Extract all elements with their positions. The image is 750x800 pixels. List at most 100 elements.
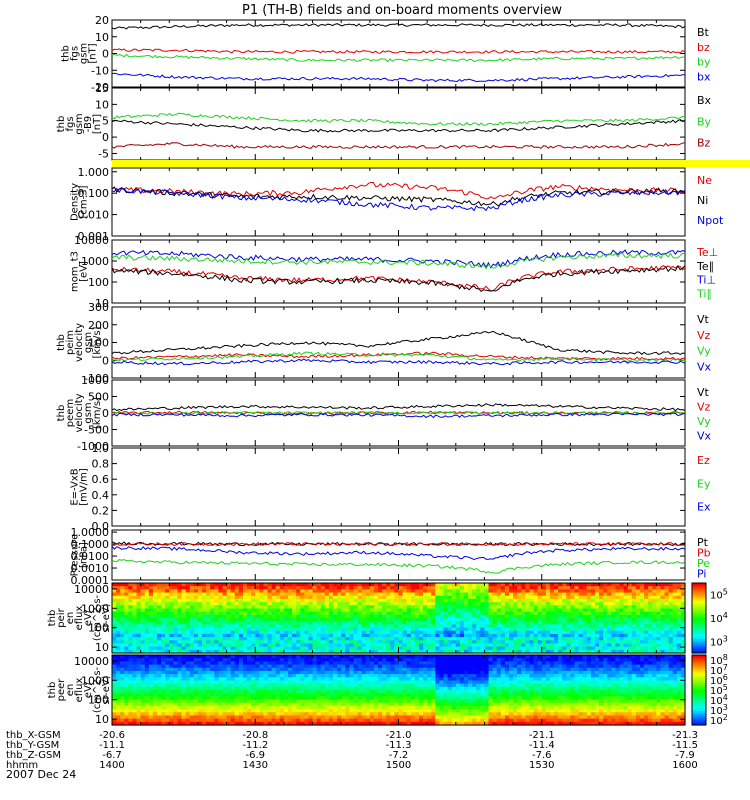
spectrogram-cell — [116, 595, 121, 600]
spectrogram-cell — [116, 699, 121, 704]
spectrogram-cell — [320, 683, 326, 688]
spectrogram-cell — [279, 627, 285, 632]
spectrogram-cell — [599, 646, 604, 651]
spectrogram-cell — [611, 633, 617, 638]
spectrogram-cell — [140, 586, 146, 590]
spectrogram-cell — [562, 624, 567, 629]
spectrogram-cell — [267, 649, 273, 654]
spectrogram-cell — [500, 640, 506, 645]
spectrogram-cell — [140, 605, 146, 610]
spectrogram-cell — [161, 630, 166, 635]
spectrogram-cell — [349, 586, 355, 590]
spectrogram-cell — [161, 608, 166, 613]
spectrogram-cell — [631, 630, 637, 635]
spectrogram-cell — [345, 605, 350, 610]
spectrogram-cell — [148, 677, 154, 682]
spectrogram-cell — [177, 627, 183, 632]
spectrogram-cell — [165, 598, 170, 603]
spectrogram-cell — [222, 598, 228, 603]
spectrogram-cell — [140, 589, 146, 594]
spectrogram-cell — [177, 696, 183, 701]
spectrogram-cell — [226, 667, 232, 672]
spectrogram-cell — [582, 583, 588, 587]
spectrogram-cell — [582, 595, 588, 600]
spectrogram-cell — [255, 646, 260, 651]
spectrogram-cell — [386, 630, 391, 635]
spectrogram-cell — [382, 621, 387, 625]
spectrogram-cell — [451, 618, 457, 622]
spectrogram-cell — [242, 709, 248, 713]
spectrogram-cell — [189, 702, 195, 707]
spectrogram-cell — [177, 693, 183, 697]
spectrogram-cell — [386, 598, 391, 603]
spectrogram-cell — [247, 643, 252, 648]
spectrogram-cell — [660, 595, 666, 600]
spectrogram-cell — [631, 618, 637, 622]
spectrogram-cell — [226, 633, 232, 638]
spectrogram-cell — [644, 611, 649, 616]
spectrogram-cell — [599, 589, 604, 594]
spectrogram-cell — [635, 646, 641, 651]
spectrogram-cell — [504, 624, 510, 629]
spectrogram-cell — [152, 686, 158, 691]
spectrogram-cell — [533, 583, 539, 587]
y-axis-label-line: en — [65, 612, 76, 625]
spectrogram-cell — [627, 637, 633, 641]
spectrogram-cell — [328, 674, 334, 678]
spectrogram-cell — [459, 583, 465, 587]
colorbar-segment — [692, 622, 706, 626]
spectrogram-cell — [287, 602, 293, 606]
spectrogram-cell — [672, 633, 678, 638]
spectrogram-cell — [537, 640, 543, 645]
spectrogram-cell — [390, 627, 396, 632]
spectrogram-cell — [627, 640, 633, 645]
spectrogram-cell — [562, 602, 567, 606]
spectrogram-cell — [648, 605, 653, 610]
spectrogram-cell — [283, 643, 289, 648]
spectrogram-cell — [660, 646, 666, 651]
spectrogram-cell — [341, 690, 346, 694]
spectrogram-cell — [148, 658, 154, 662]
spectrogram-cell — [292, 649, 297, 654]
spectrogram-cell — [414, 608, 420, 613]
spectrogram-cell — [275, 627, 281, 632]
spectrogram-cell — [562, 583, 567, 587]
spectrogram-cell — [255, 686, 260, 691]
spectrogram-cell — [594, 605, 600, 610]
spectrogram-cell — [157, 637, 162, 641]
spectrogram-cell — [357, 608, 363, 613]
spectrogram-cell — [144, 696, 150, 701]
spectrogram-cell — [230, 602, 236, 606]
spectrogram-cell — [545, 627, 551, 632]
spectrogram-cell — [603, 605, 608, 610]
spectrogram-cell — [463, 589, 469, 594]
spectrogram-cell — [586, 611, 592, 616]
spectrogram-cell — [603, 586, 608, 590]
spectrogram-cell — [275, 699, 281, 704]
spectrogram-cell — [451, 627, 457, 632]
spectrogram-cell — [124, 595, 129, 600]
spectrogram-cell — [541, 598, 547, 603]
spectrogram-cell — [193, 705, 199, 710]
spectrogram-cell — [680, 614, 686, 619]
spectrogram-cell — [120, 670, 125, 675]
spectrogram-cell — [185, 614, 191, 619]
spectrogram-cell — [169, 664, 174, 669]
spectrogram-cell — [570, 633, 576, 638]
spectrogram-cell — [320, 655, 326, 659]
spectrogram-cell — [631, 646, 637, 651]
spectrogram-cell — [541, 627, 547, 632]
spectrogram-cell — [226, 589, 232, 594]
spectrogram-cell — [431, 611, 436, 616]
spectrogram-cell — [185, 611, 191, 616]
spectrogram-cell — [509, 618, 514, 622]
spectrogram-cell — [373, 640, 379, 645]
spectrogram-cell — [230, 583, 236, 587]
spectrogram-cell — [267, 643, 273, 648]
spectrogram-cell — [177, 649, 183, 654]
spectrogram-cell — [644, 608, 649, 613]
spectrogram-cell — [226, 614, 232, 619]
spectrogram-cell — [427, 630, 432, 635]
spectrogram-cell — [402, 589, 408, 594]
spectrogram-cell — [140, 712, 146, 717]
